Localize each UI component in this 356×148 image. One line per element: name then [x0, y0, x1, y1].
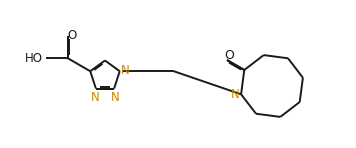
Text: O: O — [67, 29, 77, 42]
Text: N: N — [111, 91, 120, 104]
Text: O: O — [224, 49, 234, 62]
Text: HO: HO — [25, 52, 43, 65]
Text: N: N — [231, 88, 240, 101]
Text: N: N — [121, 64, 130, 77]
Text: N: N — [90, 91, 99, 104]
